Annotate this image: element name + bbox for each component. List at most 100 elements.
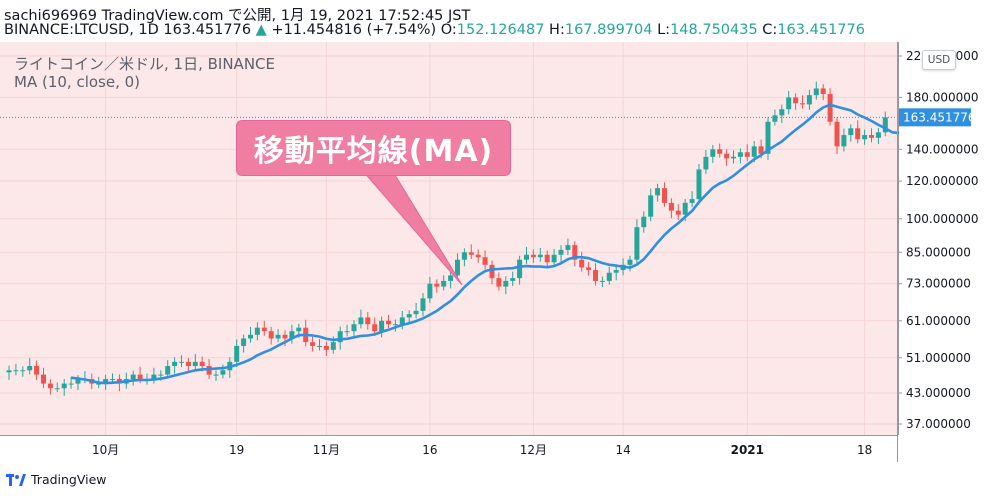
candle-up <box>413 310 419 315</box>
price-axis-label: 140.000000 <box>906 142 979 156</box>
candle-up <box>351 324 357 332</box>
candle-up <box>558 249 564 255</box>
price-axis-label: 73.000000 <box>906 277 971 291</box>
candle-up <box>275 334 281 339</box>
candle-up <box>61 383 67 389</box>
high-value: 167.899704 <box>564 22 653 38</box>
candle-down <box>827 94 833 122</box>
candle-up <box>606 272 612 281</box>
candle-up <box>158 374 164 376</box>
candle-up <box>710 149 716 157</box>
footer-brand: TradingView <box>31 472 107 487</box>
candle-down <box>544 254 550 263</box>
tradingview-logo[interactable]: TradingView <box>6 472 107 487</box>
candle-up <box>392 324 398 326</box>
candle-up <box>634 227 640 260</box>
candle-up <box>613 270 619 273</box>
candle-up <box>551 254 557 263</box>
candle-up <box>503 280 509 287</box>
candle-up <box>882 117 888 133</box>
candle-up <box>110 379 115 381</box>
candle-down <box>496 278 502 287</box>
candle-up <box>330 342 336 350</box>
candle-up <box>130 374 136 380</box>
candle-down <box>724 153 730 159</box>
candle-up <box>96 383 102 385</box>
candle-up <box>682 202 688 215</box>
candle-down <box>668 202 674 211</box>
candle-up <box>420 298 426 311</box>
candle-down <box>261 327 267 332</box>
candle-down <box>268 331 274 339</box>
ma-line <box>70 103 900 385</box>
candle-up <box>54 388 60 390</box>
candle-up <box>862 135 868 140</box>
indicator-legend[interactable]: MA (10, close, 0) <box>14 73 141 91</box>
time-axis-label: 16 <box>422 443 437 457</box>
candle-down <box>834 121 840 147</box>
currency-button[interactable]: USD <box>922 50 956 70</box>
time-axis-label: 14 <box>615 443 630 457</box>
time-axis-label: 2021 <box>731 443 764 457</box>
candle-up <box>358 317 364 325</box>
candle-up <box>772 115 778 122</box>
price-axis[interactable] <box>898 42 985 435</box>
candle-up <box>696 169 702 200</box>
candle-up <box>317 345 322 347</box>
price-axis-label: 61.000000 <box>906 314 971 328</box>
candle-down <box>468 252 474 255</box>
candle-down <box>593 270 598 281</box>
candle-up <box>461 252 467 260</box>
time-axis-label: 12月 <box>520 443 547 457</box>
candle-down <box>579 259 585 268</box>
chart-pane[interactable] <box>0 42 898 435</box>
candle-down <box>675 210 681 215</box>
candle-down <box>47 383 53 389</box>
price-change: +11.454816 (+7.54%) <box>271 22 437 38</box>
candle-up <box>655 188 661 196</box>
candle-up <box>537 254 543 258</box>
candle-down <box>34 366 40 375</box>
time-axis[interactable] <box>0 435 898 463</box>
candle-up <box>813 88 819 96</box>
candle-down <box>323 345 329 350</box>
candle-up <box>737 152 743 157</box>
candle-down <box>282 334 288 339</box>
candle-up <box>806 95 812 105</box>
candle-down <box>199 361 205 367</box>
candle-up <box>27 366 33 371</box>
price-axis-label: 85.000000 <box>906 245 971 259</box>
candle-down <box>137 374 143 380</box>
candle-down <box>206 366 212 375</box>
ma-annotation-label[interactable]: 移動平均線(MA) <box>236 120 511 176</box>
candle-up <box>510 278 516 281</box>
symbol-legend[interactable]: ライトコイン／米ドル, 1日, BINANCE <box>14 55 275 73</box>
candle-down <box>310 342 316 346</box>
time-axis-label: 19 <box>229 443 244 457</box>
candle-up <box>703 156 709 170</box>
candle-down <box>475 254 481 258</box>
time-axis-label: 11月 <box>313 443 340 457</box>
candle-up <box>75 379 81 384</box>
candle-up <box>627 259 633 265</box>
candle-up <box>406 314 412 318</box>
candle-up <box>20 370 26 372</box>
candle-down <box>41 374 46 384</box>
candle-down <box>386 320 391 325</box>
candle-up <box>337 331 343 343</box>
candle-up <box>751 146 757 157</box>
annotation-pointer-arrow <box>360 169 463 286</box>
up-arrow-icon: ▲ <box>255 22 267 38</box>
candle-down <box>758 146 764 154</box>
candle-down <box>586 267 592 271</box>
low-value: 148.750435 <box>670 22 758 38</box>
candle-up <box>765 121 771 154</box>
price-axis-label: 43.000000 <box>906 386 971 400</box>
candle-up <box>165 366 171 375</box>
candle-up <box>379 320 385 332</box>
candle-up <box>151 374 157 380</box>
candle-down <box>434 283 440 287</box>
ohlc-header: BINANCE:LTCUSD, 1D 163.451776 ▲ +11.4548… <box>4 22 865 38</box>
candle-up <box>241 338 247 346</box>
candle-up <box>296 327 302 332</box>
